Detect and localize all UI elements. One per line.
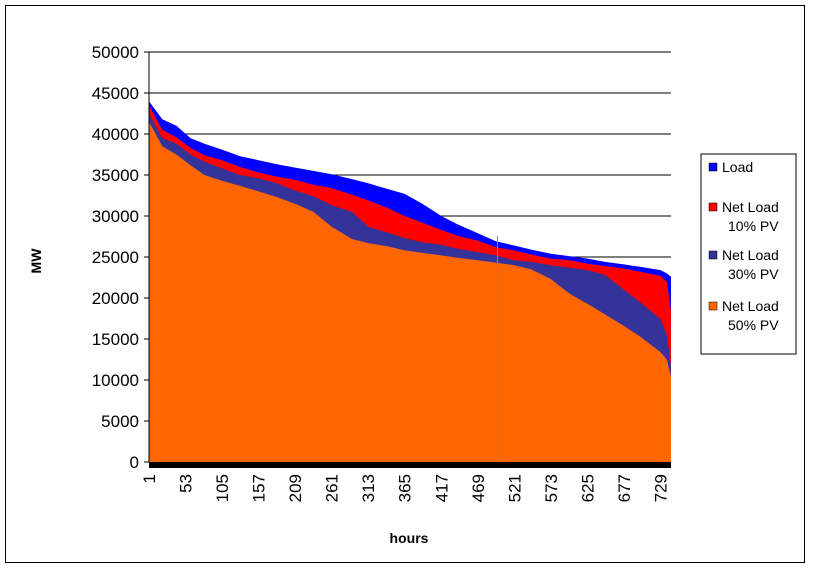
x-tick-labels: 1 53 105 157 209 261 313 365 417 469 521 573 625 677 7… <box>140 474 671 502</box>
x-axis-bar <box>149 462 671 468</box>
x-axis-title: hours <box>390 530 429 546</box>
x-tick-label-417: 417 <box>432 474 451 502</box>
y-tick-label-30000: 30000 <box>92 207 139 226</box>
y-tick-label-50000: 50000 <box>92 43 139 62</box>
x-tick-label-1: 1 <box>140 474 159 483</box>
y-tick-label-20000: 20000 <box>92 289 139 308</box>
legend: Load Net Load 10% PV Net Load 30% PV Net Load… <box>700 153 797 355</box>
x-tick-label-573: 573 <box>542 474 561 502</box>
legend-items: Load Net Load 10% PV Net Load 30% PV Net Load… <box>708 159 779 333</box>
axis-layer <box>144 51 671 468</box>
y-tick-label-10000: 10000 <box>92 371 139 390</box>
y-tick-label-5000: 5000 <box>101 412 139 431</box>
area-series-net-load-50-pv <box>149 121 671 462</box>
legend-label-net-load-50-pv: Net Load 50% PV <box>722 298 779 333</box>
y-tick-label-0: 0 <box>130 453 139 472</box>
x-tick-label-313: 313 <box>359 474 378 502</box>
legend-swatch-load <box>708 162 718 172</box>
x-tick-label-261: 261 <box>323 474 342 502</box>
x-tick-label-53: 53 <box>177 474 196 493</box>
x-tick-label-625: 625 <box>578 474 597 502</box>
legend-swatch-net-load-10-pv <box>708 202 718 212</box>
y-tick-label-15000: 15000 <box>92 330 139 349</box>
y-tick-label-40000: 40000 <box>92 125 139 144</box>
x-tick-label-157: 157 <box>250 474 269 502</box>
legend-swatch-net-load-50-pv <box>708 301 718 311</box>
chart-svg: 0 5000 10000 15000 20000 25000 30000 35000 40000… <box>28 43 797 546</box>
x-tick-label-105: 105 <box>213 474 232 502</box>
x-tick-label-729: 729 <box>652 474 671 502</box>
legend-label-net-load-30-pv: Net Load 30% PV <box>722 247 779 282</box>
y-tick-label-45000: 45000 <box>92 84 139 103</box>
x-tick-label-677: 677 <box>615 474 634 502</box>
y-axis-title: MW <box>28 248 44 274</box>
legend-swatch-net-load-30-pv <box>708 250 718 260</box>
area-layer <box>149 101 671 463</box>
legend-label-load: Load <box>722 159 753 175</box>
chart-frame: 0 5000 10000 15000 20000 25000 30000 35000 40000… <box>5 5 805 563</box>
x-tick-label-365: 365 <box>396 474 415 502</box>
x-tick-label-521: 521 <box>505 474 524 502</box>
x-tick-label-209: 209 <box>286 474 305 502</box>
y-tick-labels: 0 5000 10000 15000 20000 25000 30000 35000 40000… <box>92 43 139 472</box>
x-tick-label-469: 469 <box>469 474 488 502</box>
y-tick-label-25000: 25000 <box>92 248 139 267</box>
legend-label-net-load-10-pv: Net Load 10% PV <box>722 199 779 234</box>
y-tick-label-35000: 35000 <box>92 166 139 185</box>
